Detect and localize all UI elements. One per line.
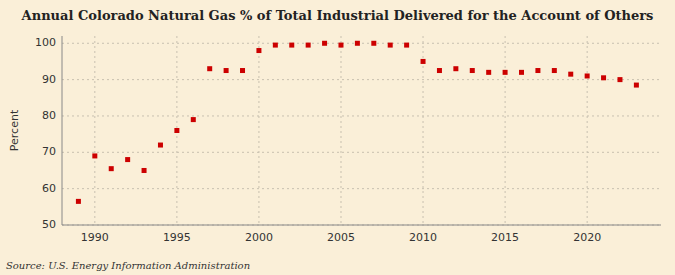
point xyxy=(453,66,458,71)
point xyxy=(92,153,97,158)
y-tick-label: 50 xyxy=(42,218,56,231)
grid xyxy=(62,36,661,225)
grid-line-x xyxy=(423,36,424,225)
point xyxy=(338,43,343,48)
point xyxy=(109,166,114,171)
point xyxy=(371,41,376,46)
point xyxy=(142,168,147,173)
point xyxy=(256,48,261,53)
y-axis-line xyxy=(62,36,63,225)
point xyxy=(355,41,360,46)
grid-line-y xyxy=(62,43,661,44)
grid-line-x xyxy=(587,36,588,225)
x-tick-label: 1990 xyxy=(81,231,109,244)
point xyxy=(191,117,196,122)
point xyxy=(322,41,327,46)
point xyxy=(224,68,229,73)
point xyxy=(519,70,524,75)
points xyxy=(76,41,639,204)
grid-line-x xyxy=(505,36,506,225)
x-tick-label: 2005 xyxy=(327,231,355,244)
x-tick-label: 2010 xyxy=(409,231,437,244)
grid-line-y xyxy=(62,225,661,226)
grid-line-y xyxy=(62,115,661,116)
y-tick-label: 60 xyxy=(42,182,56,195)
chart: 50 60 70 80 90 100 1990 1995 2000 2005 2010 2015 202… xyxy=(0,0,675,275)
point xyxy=(289,43,294,48)
y-tick-label: 70 xyxy=(42,145,56,158)
x-tick-label: 2015 xyxy=(491,231,519,244)
point xyxy=(421,59,426,64)
point xyxy=(552,68,557,73)
grid-line-y xyxy=(62,152,661,153)
point xyxy=(125,157,130,162)
grid-line-y xyxy=(62,79,661,80)
point xyxy=(388,43,393,48)
point xyxy=(535,68,540,73)
point xyxy=(568,72,573,77)
point xyxy=(240,68,245,73)
point xyxy=(158,143,163,148)
point xyxy=(437,68,442,73)
grid-line-y xyxy=(62,188,661,189)
point xyxy=(76,199,81,204)
point xyxy=(486,70,491,75)
source-note: Source: U.S. Energy Information Administ… xyxy=(6,260,250,271)
y-tick-label: 80 xyxy=(42,109,56,122)
background xyxy=(0,0,675,275)
y-axis-label: Percent xyxy=(8,109,21,151)
grid-line-x xyxy=(94,36,95,225)
point xyxy=(273,43,278,48)
point xyxy=(601,75,606,80)
x-tick-label: 2000 xyxy=(245,231,273,244)
grid-line-x xyxy=(258,36,259,225)
x-tick-label: 2020 xyxy=(573,231,601,244)
title: Annual Colorado Natural Gas % of Total I… xyxy=(21,8,654,23)
point xyxy=(634,83,639,88)
point xyxy=(503,70,508,75)
point xyxy=(404,43,409,48)
y-tick-label: 100 xyxy=(35,36,56,49)
grid-line-x xyxy=(340,36,341,225)
y-tick-label: 90 xyxy=(42,73,56,86)
point xyxy=(585,73,590,78)
point xyxy=(174,128,179,133)
x-tick-label: 1995 xyxy=(163,231,191,244)
x-axis-line xyxy=(62,225,661,226)
point xyxy=(207,66,212,71)
point xyxy=(306,43,311,48)
point xyxy=(617,77,622,82)
point xyxy=(470,68,475,73)
